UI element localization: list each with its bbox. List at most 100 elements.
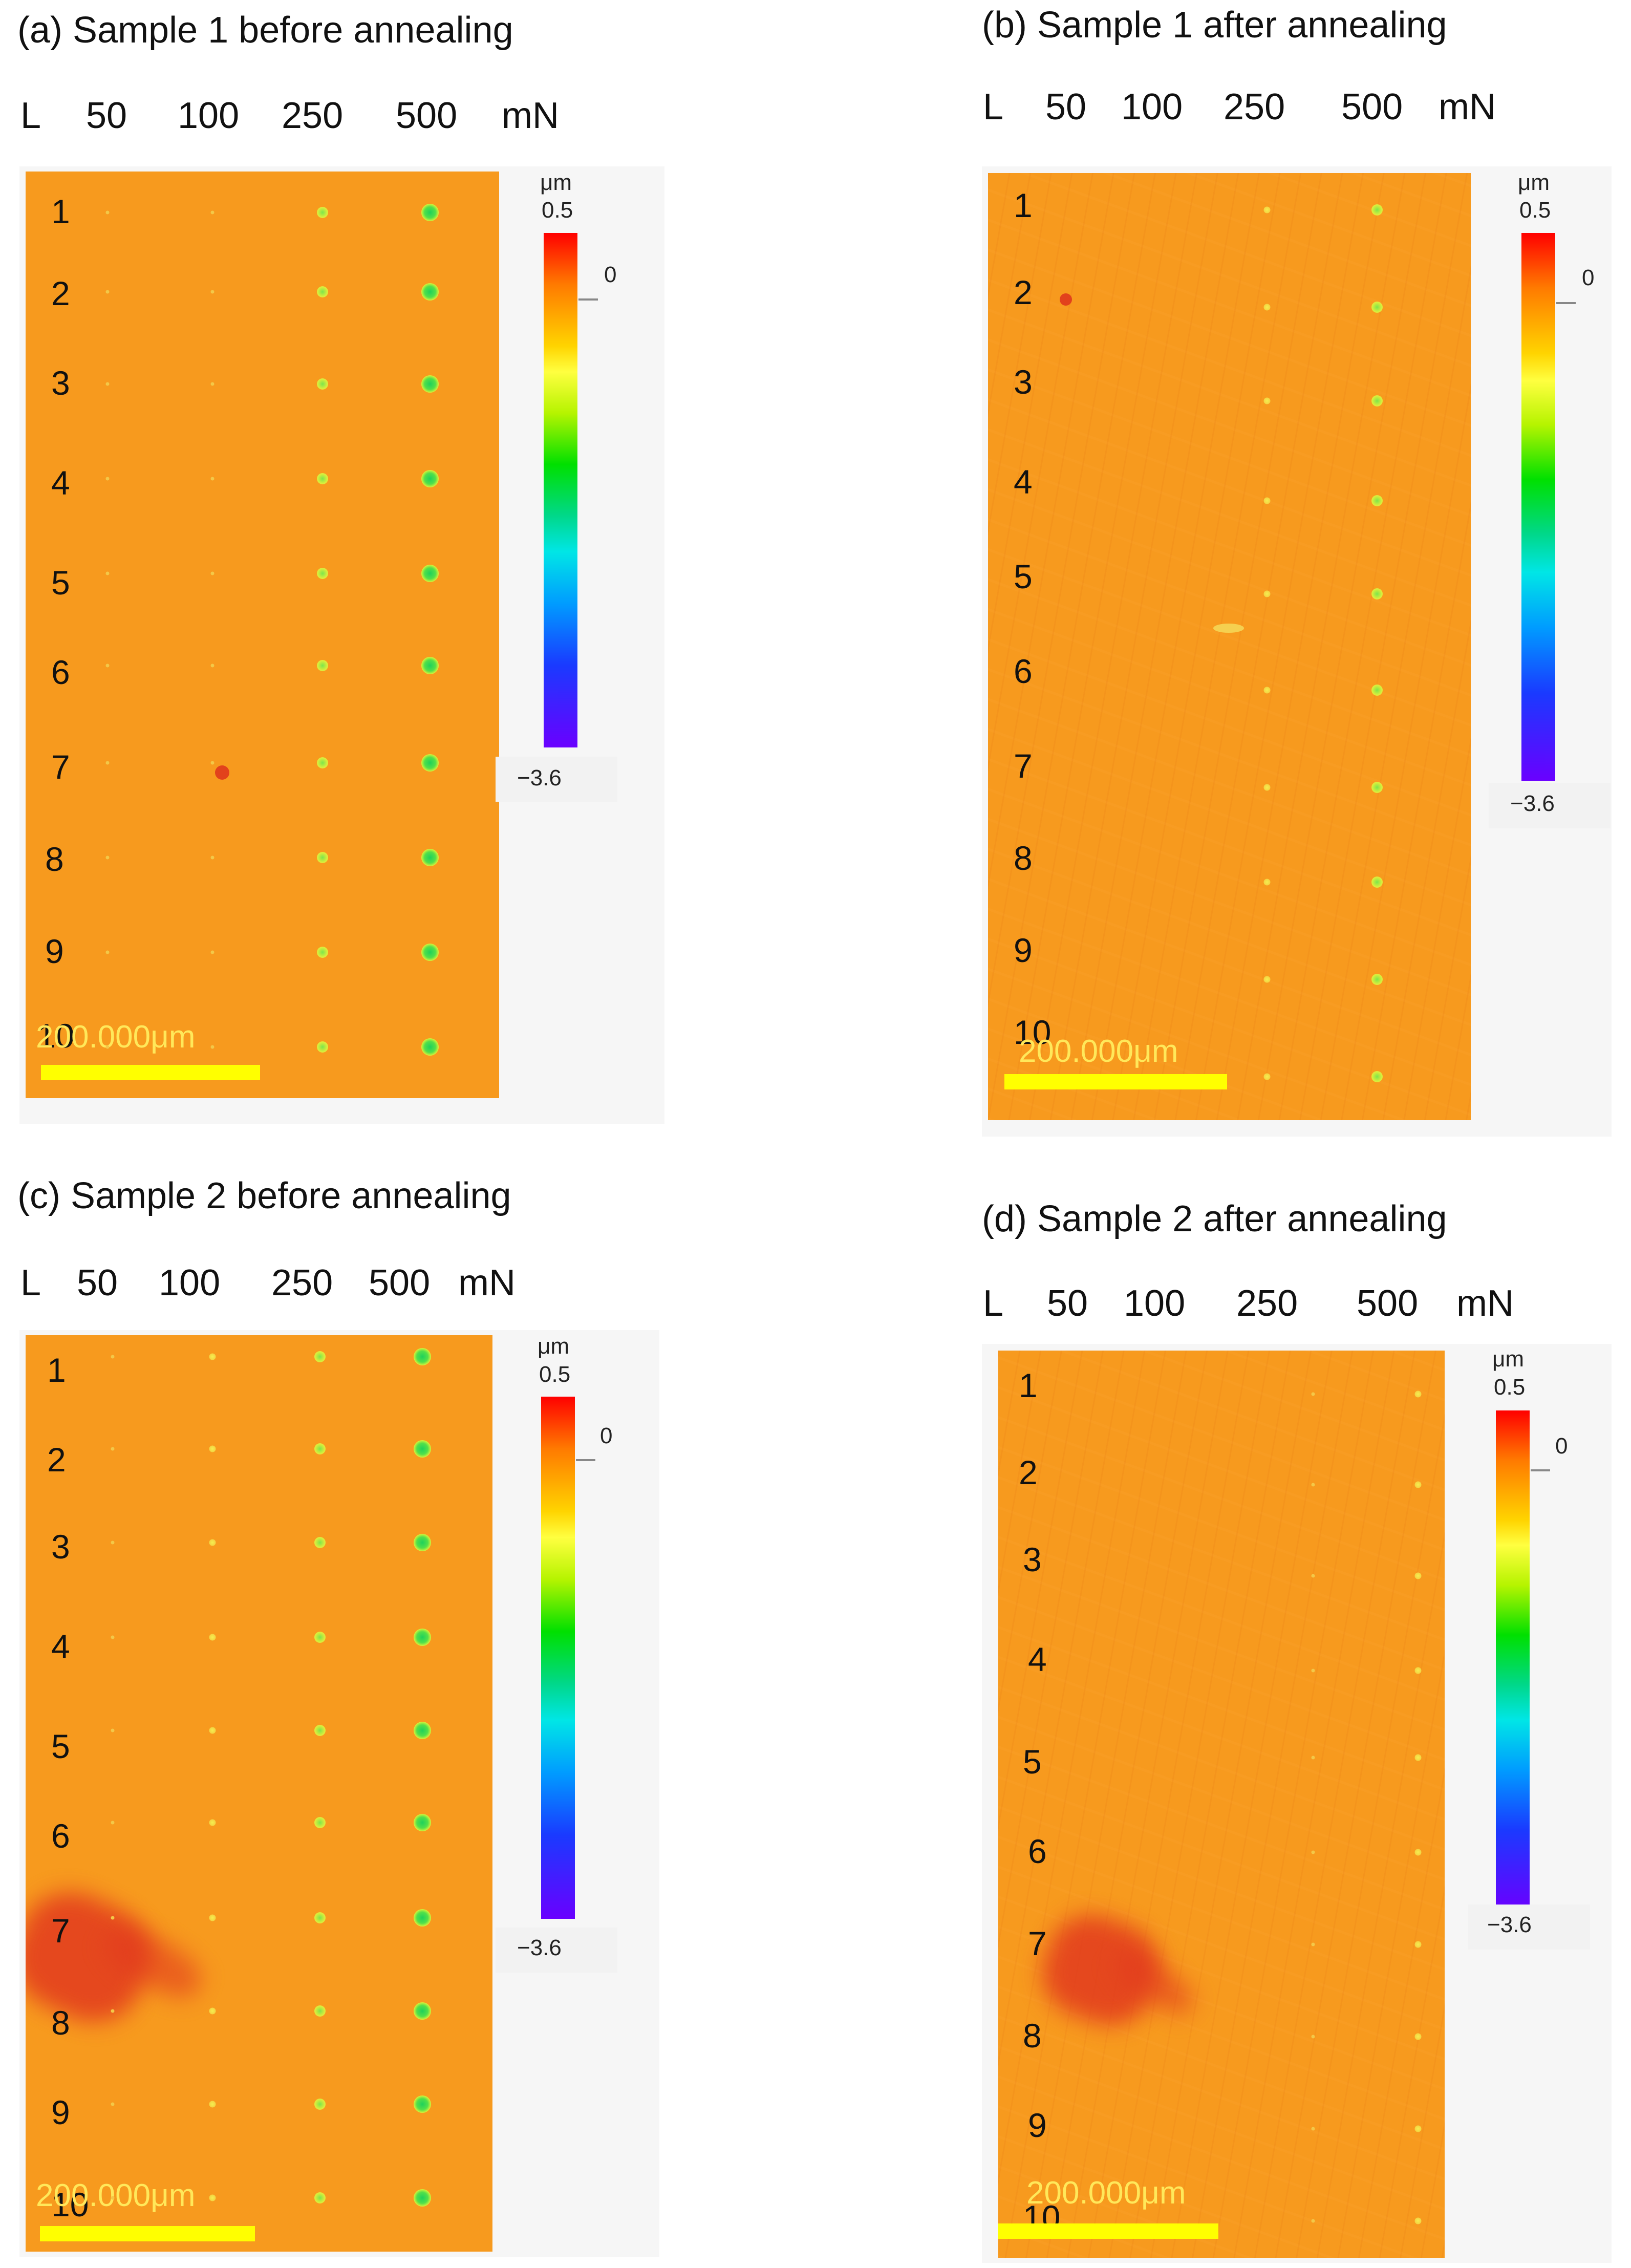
- panel-a-load-header: L 50 100 250 500 mN: [20, 95, 635, 141]
- indent-mark: [111, 2102, 115, 2106]
- indent-mark: [1414, 1390, 1422, 1398]
- indent-mark: [421, 565, 439, 582]
- indent-mark: [111, 1540, 115, 1545]
- scale-bar-label: 200.000μm: [1019, 1034, 1178, 1069]
- colorbar-min-box: [496, 757, 617, 802]
- indent-mark: [1414, 1481, 1422, 1488]
- indent-mark: [421, 375, 439, 393]
- panel-c-title: (c) Sample 2 before annealing: [17, 1175, 511, 1216]
- indent-mark: [421, 1038, 439, 1056]
- colorbar-unit: μm: [538, 1334, 570, 1359]
- scale-bar: [40, 2226, 255, 2241]
- indent-mark: [1263, 590, 1271, 597]
- row-label: 7: [1014, 747, 1033, 785]
- colorbar: [1496, 1410, 1530, 1910]
- indent-mark: [105, 950, 110, 954]
- indent-mark: [1414, 1941, 1422, 1948]
- indent-mark: [317, 1041, 328, 1053]
- row-label: 2: [1019, 1453, 1038, 1491]
- row-label: 8: [45, 840, 64, 878]
- row-label: 4: [51, 1628, 70, 1665]
- row-label: 8: [1023, 2017, 1042, 2055]
- colorbar-unit: μm: [540, 170, 572, 195]
- row-label: 4: [1028, 1640, 1047, 1678]
- indent-mark: [414, 1534, 431, 1551]
- load-label-250: 250: [271, 1263, 333, 1303]
- scale-bar-label: 200.000μm: [36, 1019, 196, 1055]
- row-label: 6: [1014, 652, 1033, 690]
- row-label: 9: [45, 932, 64, 970]
- panel-a-title: (a) Sample 1 before annealing: [17, 10, 513, 51]
- indent-mark: [414, 1629, 431, 1646]
- indent-mark: [1414, 1667, 1422, 1674]
- load-label-500: 500: [369, 1263, 431, 1303]
- indent-mark: [421, 754, 439, 772]
- row-label: 7: [1028, 1924, 1047, 1962]
- row-label: 10: [51, 2186, 89, 2223]
- indent-mark: [1371, 974, 1383, 985]
- indent-mark: [317, 947, 328, 958]
- load-label-100: 100: [1121, 87, 1183, 127]
- indent-mark: [317, 852, 328, 863]
- colorbar-zero-tick: [1556, 302, 1576, 304]
- row-label: 4: [51, 464, 70, 502]
- indent-mark: [421, 944, 439, 961]
- indent-mark: [1263, 497, 1271, 504]
- indent-mark: [1263, 687, 1271, 694]
- colorbar-min: −3.6: [1510, 791, 1555, 816]
- indent-mark: [111, 1821, 115, 1825]
- row-label: 5: [51, 1727, 70, 1765]
- indent-mark: [1414, 1849, 1422, 1856]
- colorbar-unit: μm: [1518, 170, 1550, 195]
- load-label-l: L: [983, 87, 1004, 127]
- indent-mark: [314, 1351, 326, 1362]
- indent-mark: [317, 473, 328, 484]
- panel-c-load-header: L 50 100 250 500 mN: [20, 1262, 635, 1308]
- row-label: 3: [1023, 1540, 1042, 1578]
- indent-mark: [209, 2194, 216, 2201]
- indent-mark: [1311, 1942, 1315, 1946]
- load-label-500: 500: [396, 95, 458, 136]
- panel-a-height-map: 1 2 3 4 5 6 7 8 9 10 200.000μm: [26, 172, 499, 1098]
- indent-mark: [1311, 1392, 1315, 1396]
- colorbar-max: 0.5: [1494, 1375, 1526, 1400]
- indent-mark: [210, 1045, 214, 1049]
- colorbar-max: 0.5: [539, 1362, 571, 1387]
- load-label-l: L: [20, 1263, 41, 1303]
- colorbar-zero-tick: [576, 1459, 595, 1461]
- row-label: 10: [37, 1017, 75, 1055]
- row-label: 9: [1028, 2106, 1047, 2144]
- row-label: 2: [51, 274, 70, 312]
- row-label: 8: [51, 2004, 70, 2042]
- indent-mark: [314, 1537, 326, 1548]
- indent-mark: [1263, 397, 1271, 404]
- colorbar: [541, 1397, 575, 1919]
- load-label-50: 50: [1047, 1283, 1088, 1324]
- indent-mark: [314, 2099, 326, 2110]
- indent-mark: [414, 2002, 431, 2020]
- indent-mark: [105, 290, 110, 294]
- colorbar-zero: 0: [600, 1423, 613, 1448]
- scale-bar-label: 200.000μm: [36, 2178, 196, 2213]
- indent-mark: [314, 1912, 326, 1923]
- row-label: 6: [51, 1817, 70, 1855]
- indent-mark: [1371, 588, 1383, 600]
- colorbar-min: −3.6: [1487, 1912, 1532, 1937]
- indent-mark: [105, 1045, 110, 1049]
- indent-mark: [414, 1909, 431, 1927]
- colorbar-zero-tick: [1531, 1469, 1550, 1471]
- load-label-unit: mN: [458, 1263, 516, 1303]
- indent-mark: [1414, 2033, 1422, 2040]
- indent-mark: [1371, 495, 1383, 506]
- row-label: 7: [51, 1912, 70, 1950]
- load-label-250: 250: [1236, 1283, 1298, 1324]
- indent-mark: [210, 290, 214, 294]
- indent-mark: [314, 2192, 326, 2203]
- surface-texture: [998, 1351, 1445, 2258]
- indent-mark: [105, 761, 110, 765]
- indent-mark: [1263, 206, 1271, 213]
- indent-mark: [1371, 204, 1383, 216]
- row-label: 1: [1014, 186, 1033, 224]
- indent-mark: [210, 571, 214, 575]
- colorbar-zero-tick: [578, 298, 598, 301]
